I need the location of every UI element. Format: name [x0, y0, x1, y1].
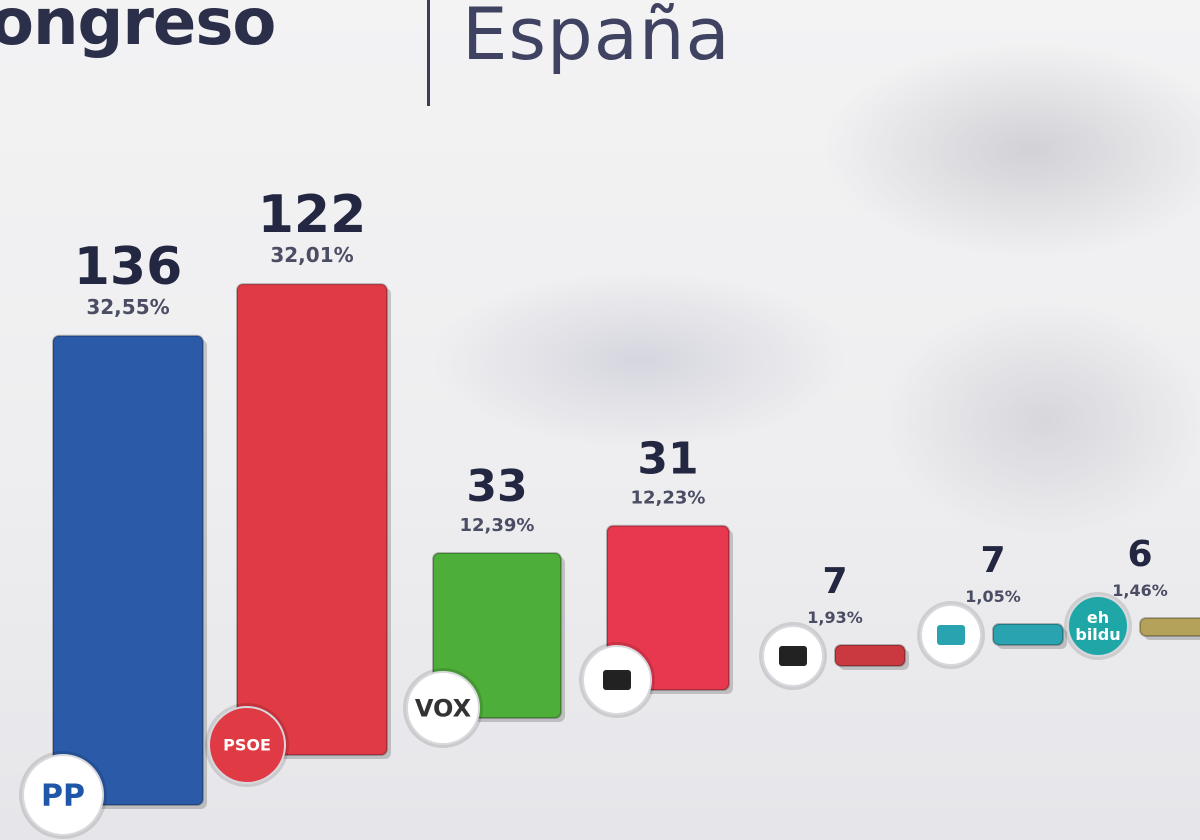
seat-label-0: 136	[74, 237, 183, 297]
header-left-title: ongreso	[0, 0, 276, 60]
party-logo-text-1: PSOE	[223, 736, 271, 755]
party-logo-2: VOX	[403, 668, 483, 748]
percentage-label-1: 32,01%	[270, 243, 353, 267]
seat-label-6: 6	[1127, 534, 1152, 575]
seat-label-2: 33	[466, 461, 527, 512]
party-logo-5	[917, 601, 985, 669]
header-right-title: España	[462, 0, 731, 76]
bar-3	[606, 524, 730, 692]
party-emblem-3	[603, 670, 631, 690]
bar-5	[992, 623, 1064, 646]
party-logo-text-0: PP	[41, 779, 85, 814]
party-emblem-5	[937, 625, 965, 645]
bar-4	[834, 644, 906, 667]
party-logo-0: PP	[19, 751, 107, 839]
seat-label-5: 7	[980, 540, 1005, 581]
bar-2	[432, 552, 562, 719]
seat-label-1: 122	[258, 185, 367, 245]
party-logo-text-6: eh	[1087, 608, 1109, 627]
percentage-label-3: 12,23%	[631, 488, 706, 509]
party-logo-4	[759, 622, 827, 690]
party-logo-1: PSOE	[205, 703, 289, 787]
bar-6	[1139, 617, 1200, 637]
seat-label-4: 7	[822, 561, 847, 602]
bar-1	[236, 283, 388, 756]
party-logo-text-6: bildu	[1075, 625, 1120, 644]
party-emblem-4	[779, 646, 807, 666]
percentage-label-4: 1,93%	[807, 608, 863, 627]
bar-0	[52, 334, 204, 806]
party-logo-3	[579, 642, 655, 718]
percentage-label-2: 12,39%	[460, 515, 535, 536]
header-divider	[427, 0, 430, 106]
seat-label-3: 31	[637, 434, 698, 485]
percentage-label-0: 32,55%	[86, 295, 169, 319]
party-logo-text-2: VOX	[415, 694, 472, 722]
percentage-label-5: 1,05%	[965, 587, 1021, 606]
percentage-label-6: 1,46%	[1112, 581, 1168, 600]
